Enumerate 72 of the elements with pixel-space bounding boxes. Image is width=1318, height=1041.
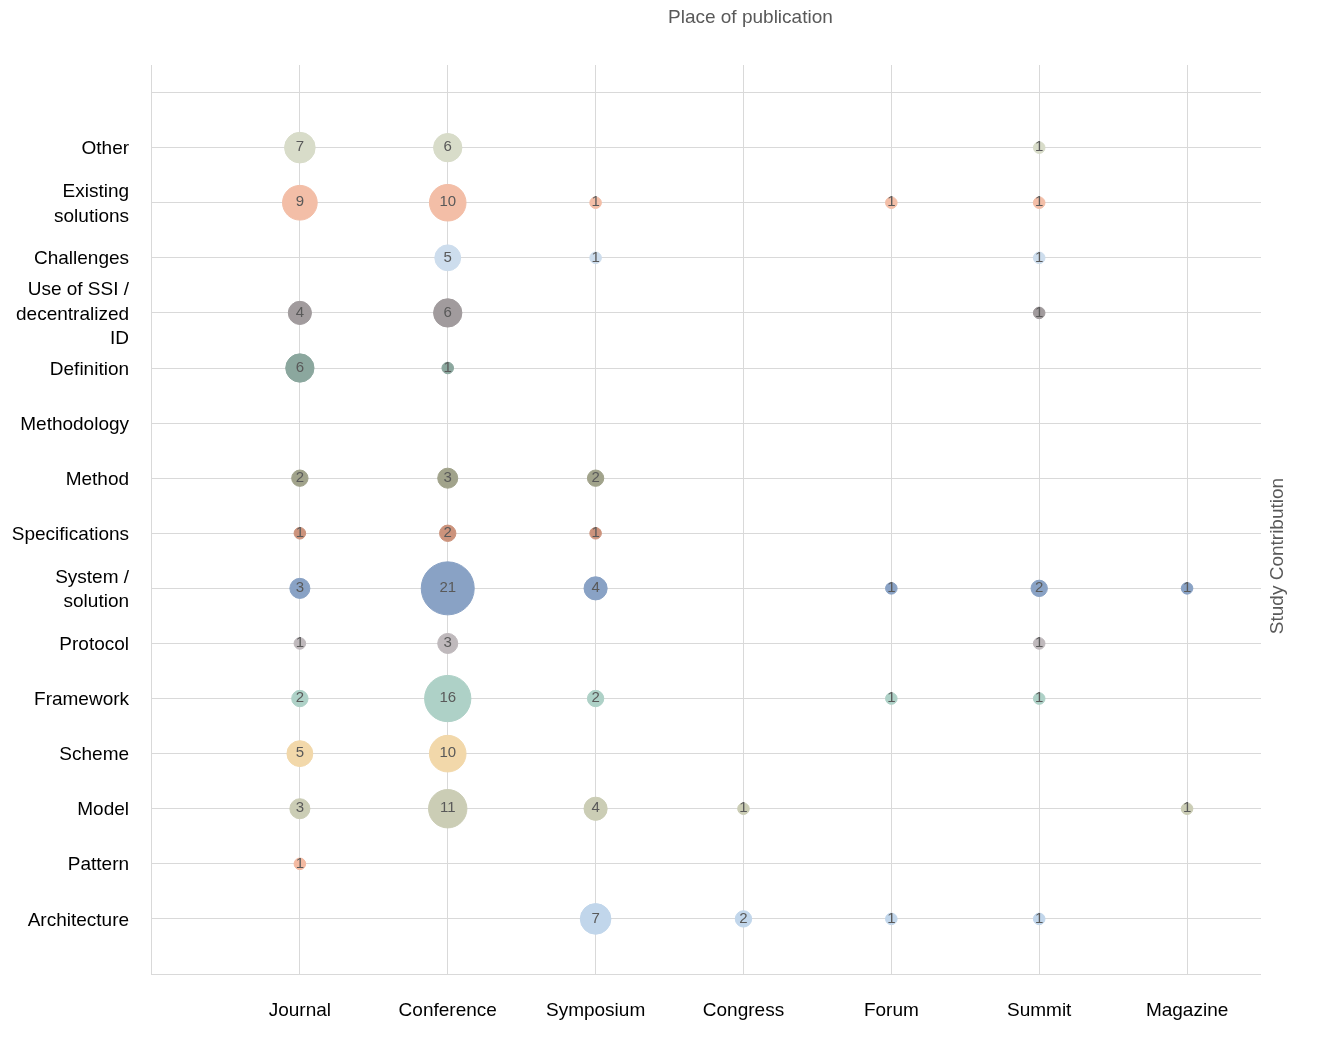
x-tick-label: Congress xyxy=(702,998,785,1020)
data-label: 2 xyxy=(591,467,600,485)
data-label: 3 xyxy=(295,798,305,816)
data-label: 1 xyxy=(887,908,896,926)
data-label: 1 xyxy=(1035,247,1044,265)
data-label: 1 xyxy=(295,523,305,541)
y-tick-label: Existing solutions xyxy=(54,180,130,226)
data-label: 3 xyxy=(443,633,452,651)
data-label: 4 xyxy=(591,798,600,816)
data-label: 1 xyxy=(739,798,748,816)
y-tick-label: Protocol xyxy=(59,633,130,655)
data-label: 1 xyxy=(295,633,305,651)
data-label: 5 xyxy=(443,247,452,265)
data-label: 1 xyxy=(443,357,452,375)
data-label: 3 xyxy=(295,578,305,596)
data-label: 7 xyxy=(295,137,305,155)
x-tick-label: Symposium xyxy=(545,998,646,1020)
y-tick-label: Other xyxy=(81,137,130,159)
y-axis-title: Study Contribution xyxy=(1266,477,1288,635)
y-tick-label: Architecture xyxy=(27,908,130,930)
x-tick-label: Forum xyxy=(863,998,919,1020)
data-label: 10 xyxy=(439,192,457,210)
data-label: 4 xyxy=(295,302,305,320)
data-label: 2 xyxy=(1035,578,1044,596)
data-label: 2 xyxy=(295,688,305,706)
x-tick-label: Magazine xyxy=(1145,998,1229,1020)
y-tick-label: Model xyxy=(77,798,130,820)
data-label: 16 xyxy=(439,688,457,706)
data-label: 1 xyxy=(887,688,896,706)
data-label: 1 xyxy=(1035,192,1044,210)
data-label: 1 xyxy=(1035,302,1044,320)
data-label: 6 xyxy=(443,302,452,320)
data-label: 1 xyxy=(887,578,896,596)
data-label: 3 xyxy=(443,467,452,485)
data-label: 5 xyxy=(295,743,305,761)
data-label: 2 xyxy=(295,467,305,485)
y-tick-label: Use of SSI / decentralized ID xyxy=(16,277,130,349)
data-label: 21 xyxy=(439,578,457,596)
data-label: 1 xyxy=(591,192,600,210)
y-tick-label: Methodology xyxy=(20,412,130,434)
x-tick-label: Conference xyxy=(398,998,497,1020)
data-label: 1 xyxy=(295,853,305,871)
y-tick-label: Pattern xyxy=(67,853,130,875)
data-label: 11 xyxy=(439,798,456,816)
y-tick-label: System / solution xyxy=(55,565,130,612)
x-axis-title: Place of publication xyxy=(668,6,833,27)
data-label: 1 xyxy=(1182,798,1192,816)
data-label: 6 xyxy=(443,137,452,155)
data-label: 1 xyxy=(1035,137,1044,155)
data-label: 9 xyxy=(295,192,305,210)
data-label: 1 xyxy=(591,247,600,265)
y-tick-label: Framework xyxy=(34,688,130,710)
y-tick-label: Definition xyxy=(49,357,130,379)
data-label: 1 xyxy=(1035,688,1044,706)
data-label: 2 xyxy=(591,688,600,706)
x-tick-label: Journal xyxy=(268,998,332,1020)
data-label: 7 xyxy=(591,908,600,926)
data-label: 1 xyxy=(887,192,896,210)
y-tick-label: Method xyxy=(65,467,130,489)
data-label: 4 xyxy=(591,578,600,596)
data-label: 1 xyxy=(1035,633,1044,651)
data-label: 6 xyxy=(295,357,305,375)
y-tick-label: Scheme xyxy=(59,743,130,765)
data-label: 1 xyxy=(1182,578,1192,596)
data-label: 1 xyxy=(591,523,600,541)
y-tick-label: Specifications xyxy=(11,522,130,544)
data-label: 2 xyxy=(739,908,748,926)
data-label: 10 xyxy=(439,743,457,761)
data-label: 2 xyxy=(443,523,452,541)
data-label: 1 xyxy=(1035,908,1044,926)
y-tick-label: Challenges xyxy=(33,247,130,269)
x-tick-label: Summit xyxy=(1007,998,1073,1020)
